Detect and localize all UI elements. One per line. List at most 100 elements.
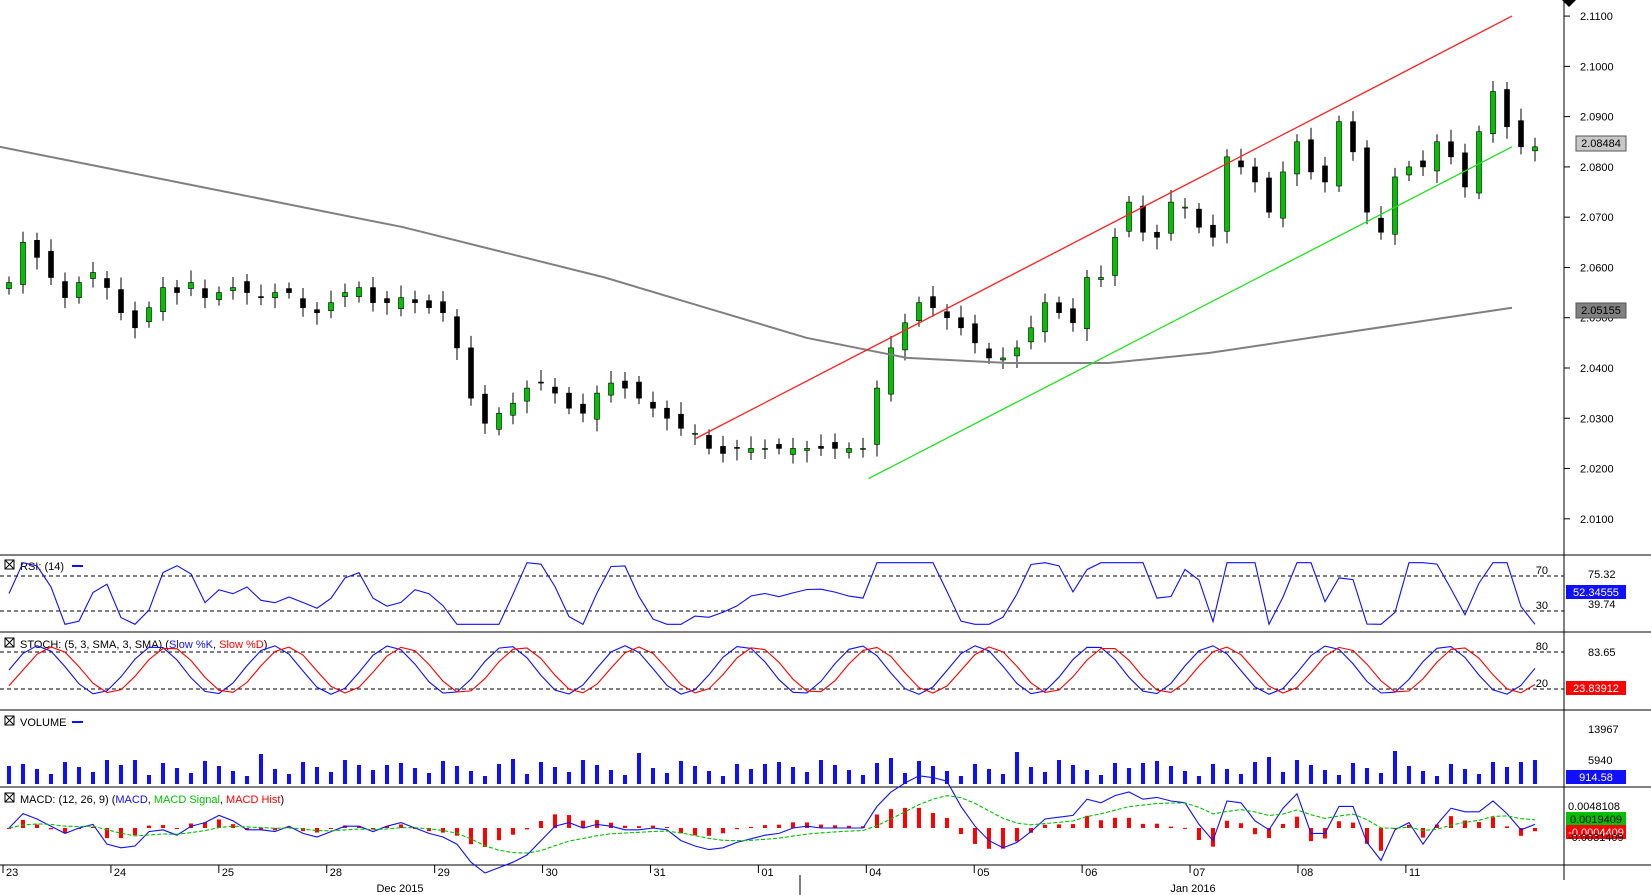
candle-body	[692, 433, 698, 435]
rsi-level-70: 70	[1536, 565, 1548, 577]
volume-bar	[1267, 757, 1271, 784]
volume-bar	[469, 771, 473, 784]
price-tick-label: 2.0200	[1580, 464, 1614, 476]
rsi-label: RSI: (14)	[20, 561, 64, 573]
macd-hist-bar	[441, 828, 445, 833]
volume-bar	[861, 775, 865, 784]
volume-bar	[679, 761, 683, 784]
candle-body	[216, 292, 222, 300]
volume-bar	[259, 754, 263, 784]
candle-body	[1322, 165, 1328, 183]
macd-hist-bar	[1183, 827, 1187, 829]
macd-hist-bar	[133, 828, 137, 836]
channel-upper-line[interactable]	[695, 15, 1513, 439]
volume-bar	[553, 767, 557, 784]
volume-bar	[819, 760, 823, 784]
rsi-toggle-icon[interactable]	[4, 559, 15, 570]
scroll-marker-icon[interactable]	[1562, 0, 1576, 7]
candle-body	[1448, 141, 1454, 158]
volume-bar	[609, 770, 613, 784]
macd-hist-bar	[273, 828, 277, 831]
candle-body	[594, 392, 600, 420]
day-label: 11	[1409, 867, 1420, 879]
day-label: 28	[330, 867, 342, 879]
macd-scale-top: 0.0048108	[1568, 801, 1620, 813]
candle-body	[1224, 156, 1230, 232]
candle-body	[20, 242, 26, 285]
macd-hist-bar	[987, 828, 991, 849]
volume-bar	[35, 769, 39, 784]
volume-bar	[497, 764, 501, 784]
macd-toggle-icon[interactable]	[4, 792, 15, 803]
macd-hist-bar	[119, 828, 123, 839]
macd-hist-bar	[539, 821, 543, 828]
volume-bar	[441, 761, 445, 784]
macd-hist-bar	[315, 828, 319, 833]
candle-body	[1378, 217, 1384, 233]
volume-bar	[651, 768, 655, 784]
stoch-label: STOCH: (5, 3, SMA, 3, SMA) (Slow %K, Slo…	[20, 639, 267, 651]
candle-body	[314, 309, 320, 313]
price-tick-label: 2.0400	[1580, 363, 1614, 375]
candle-body	[1294, 141, 1300, 175]
channel-lower-line[interactable]	[868, 146, 1513, 480]
candle-body	[1280, 171, 1286, 219]
stoch-d-line	[8, 646, 1536, 694]
rsi-scale-bottom: 39.74	[1588, 599, 1616, 611]
volume-bar	[875, 763, 879, 784]
volume-bar	[133, 760, 137, 784]
volume-bar	[945, 771, 949, 784]
macd-hist-bar	[679, 828, 683, 834]
stoch-toggle-icon[interactable]	[4, 637, 15, 648]
volume-bar	[721, 776, 725, 784]
volume-bar	[889, 758, 893, 784]
volume-bar	[581, 760, 585, 784]
volume-bar	[1295, 760, 1299, 784]
candle-body	[510, 402, 516, 416]
candle-body	[846, 448, 852, 453]
volume-bar	[7, 766, 11, 784]
macd-hist-bar	[1057, 824, 1061, 828]
volume-bar	[973, 764, 977, 784]
macd-hist-bar	[637, 826, 641, 828]
macd-hist-bar	[511, 828, 515, 835]
candle-body	[622, 380, 628, 389]
macd-hist-bar	[385, 826, 389, 828]
volume-bar	[217, 766, 221, 784]
candle-body	[1350, 121, 1356, 153]
macd-hist-bar	[1533, 828, 1537, 832]
rsi-scale-top: 75.32	[1588, 569, 1616, 581]
candle-body	[1168, 201, 1174, 234]
macd-hist-bar	[1463, 820, 1467, 828]
volume-bar	[273, 769, 277, 784]
macd-hist-bar	[553, 814, 557, 828]
macd-hist-bar	[791, 822, 795, 828]
volume-bar	[245, 776, 249, 784]
price-tick-label: 2.0100	[1580, 514, 1614, 526]
candle-body	[608, 382, 614, 396]
volume-bar	[595, 765, 599, 784]
price-tick-label: 2.0900	[1580, 112, 1614, 124]
volume-bar	[287, 774, 291, 784]
x-axis: 23 24 25 28 29 30 31 01 04 05 06 07 08 11 Dec 2015 Jan …	[2, 865, 1420, 895]
candle-body	[1000, 357, 1006, 361]
candle-body	[888, 347, 894, 395]
volume-bar	[385, 765, 389, 784]
macd-hist-bar	[1197, 828, 1201, 840]
volume-bar	[343, 760, 347, 784]
macd-hist-bar	[1435, 824, 1439, 828]
candle-body	[916, 302, 922, 322]
volume-bar	[1239, 774, 1243, 784]
candle-body	[188, 282, 194, 289]
candle-body	[930, 296, 936, 308]
price-tick-label: 2.1000	[1580, 61, 1614, 73]
macd-hist-bar	[777, 824, 781, 828]
volume-bar	[637, 753, 641, 784]
candle-body	[1518, 120, 1524, 148]
sma-curve	[0, 145, 1513, 364]
candle-body	[748, 448, 754, 453]
volume-toggle-icon[interactable]	[4, 715, 15, 726]
macd-hist-bar	[455, 828, 459, 836]
rsi-last-value: 52.34555	[1573, 587, 1619, 599]
